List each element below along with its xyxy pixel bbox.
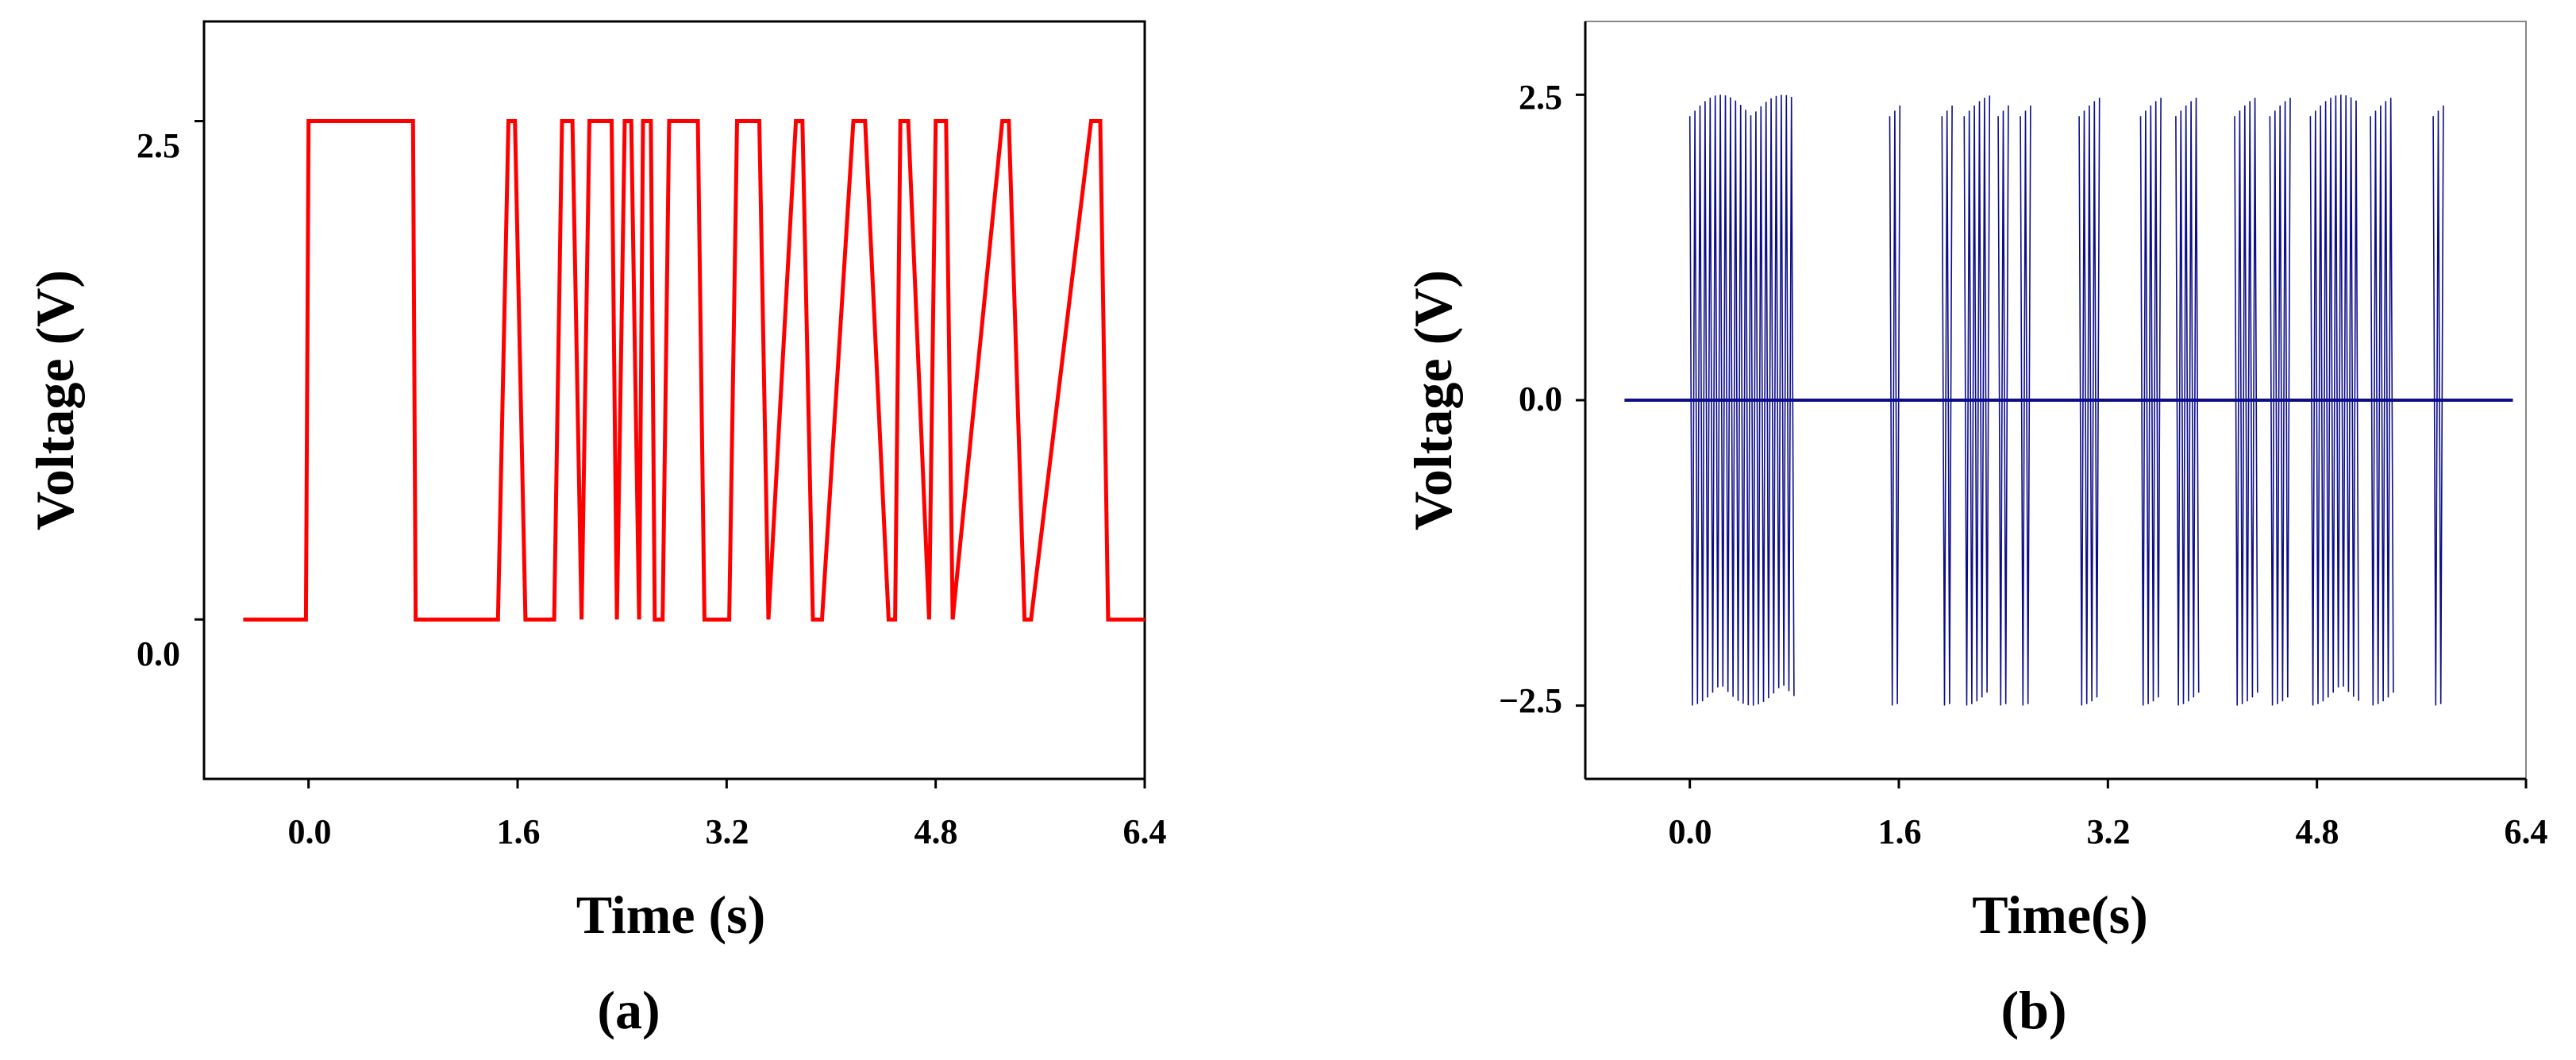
x-tick-label-b-4.8: 4.8 [2296, 812, 2339, 851]
y-tick-label-a-0.0: 0.0 [137, 634, 180, 673]
burst-13-b [2370, 98, 2394, 706]
burst-8-b [2139, 98, 2162, 706]
y-tick-label-b-0.0: 0.0 [1519, 380, 1562, 418]
y-axis-title-b: Voltage (V) [1403, 270, 1463, 530]
x-axis-title-b: Time(s) [1972, 885, 2148, 945]
tick-marks-a [194, 120, 1146, 788]
y-tick-label-b-neg2.5: −2.5 [1499, 681, 1562, 720]
x-tick-label-a-0.0: 0.0 [288, 812, 332, 851]
x-tick-label-b-3.2: 3.2 [2087, 812, 2131, 851]
burst-2-b [1889, 105, 1901, 706]
burst-7-b [2078, 98, 2100, 706]
y-tick-label-b-2.5: 2.5 [1519, 78, 1562, 117]
burst-3-b [1941, 105, 1953, 706]
x-tick-label-a-3.2: 3.2 [706, 812, 749, 851]
x-tick-label-b-1.6: 1.6 [1878, 812, 1922, 851]
burst-1-b [1688, 94, 1795, 706]
x-tick-label-b-6.4: 6.4 [2505, 812, 2548, 851]
series-b [1624, 94, 2513, 706]
burst-10-b [2234, 98, 2258, 706]
burst-5-b [1997, 105, 2009, 706]
x-tick-label-b-0.0: 0.0 [1669, 812, 1712, 851]
burst-4-b [1963, 95, 1991, 706]
panel-label-b: (b) [2000, 980, 2066, 1040]
x-axis-title-a: Time (s) [576, 885, 766, 945]
x-tick-label-a-4.8: 4.8 [914, 812, 958, 851]
panel-label-a: (a) [597, 980, 660, 1040]
chart-panel-a: 2.5 0.0 0.0 1.6 3.2 4.8 6.4 Time (s) Vol… [25, 20, 1167, 1040]
plot-frame-a [202, 20, 1146, 781]
burst-12-b [2309, 94, 2359, 706]
burst-9-b [2175, 98, 2200, 706]
x-tick-label-a-1.6: 1.6 [497, 812, 541, 851]
y-tick-label-a-2.5: 2.5 [137, 126, 180, 165]
burst-11-b [2269, 98, 2291, 706]
y-axis-title-a: Voltage (V) [25, 270, 85, 530]
series-a [243, 119, 1145, 622]
x-tick-label-a-6.4: 6.4 [1123, 812, 1167, 851]
pulse-line-a [243, 119, 1145, 622]
burst-14-b [2432, 105, 2444, 706]
tick-marks-b [1576, 93, 2528, 788]
chart-panel-b: 2.5 0.0 −2.5 0.0 1.6 3.2 4.8 6.4 Time(s)… [1403, 21, 2548, 1040]
burst-6-b [2020, 105, 2031, 706]
